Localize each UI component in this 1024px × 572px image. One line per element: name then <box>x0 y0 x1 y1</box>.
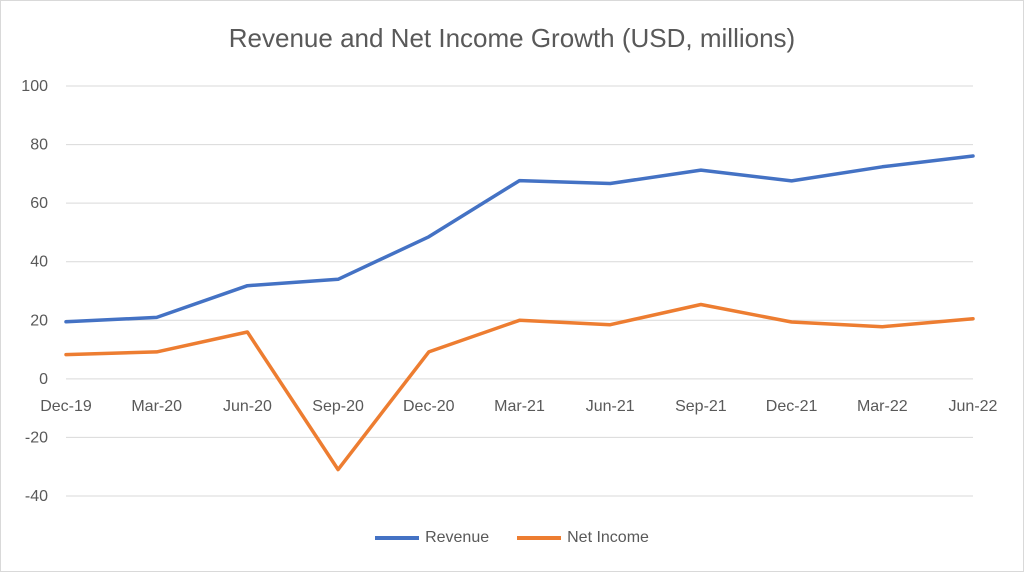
y-tick-label: 40 <box>30 254 48 271</box>
x-tick-label: Jun-20 <box>223 398 272 415</box>
y-tick-label: -20 <box>25 429 48 446</box>
series-line-revenue <box>64 154 975 324</box>
legend-item-revenue: Revenue <box>375 529 489 547</box>
y-tick-label: 20 <box>30 312 48 329</box>
legend-swatch-net-income <box>517 536 562 540</box>
legend-label-revenue: Revenue <box>425 529 490 546</box>
x-tick-label: Dec-19 <box>40 398 92 415</box>
x-tick-label: Mar-20 <box>131 398 182 415</box>
y-tick-label: 60 <box>30 195 48 212</box>
x-tick-label: Jun-22 <box>949 398 998 415</box>
y-tick-label: 0 <box>39 371 48 388</box>
x-tick-label: Sep-20 <box>312 398 364 415</box>
legend-label-net-income: Net Income <box>567 529 649 546</box>
chart-title: Revenue and Net Income Growth (USD, mill… <box>228 23 796 53</box>
y-tick-label: 80 <box>30 137 48 154</box>
series-line-net-income <box>64 302 975 472</box>
legend-swatch-revenue <box>375 536 420 540</box>
x-tick-label: Dec-21 <box>766 398 818 415</box>
x-tick-label: Sep-21 <box>675 398 727 415</box>
x-tick-label: Dec-20 <box>403 398 455 415</box>
y-tick-label: -40 <box>25 488 48 505</box>
legend-item-net-income: Net Income <box>517 529 649 547</box>
y-tick-label: 100 <box>21 78 48 95</box>
x-tick-label: Mar-22 <box>857 398 908 415</box>
x-tick-label: Jun-21 <box>586 398 635 415</box>
chart-legend: Revenue Net Income <box>1 529 1023 547</box>
x-tick-label: Mar-21 <box>494 398 545 415</box>
